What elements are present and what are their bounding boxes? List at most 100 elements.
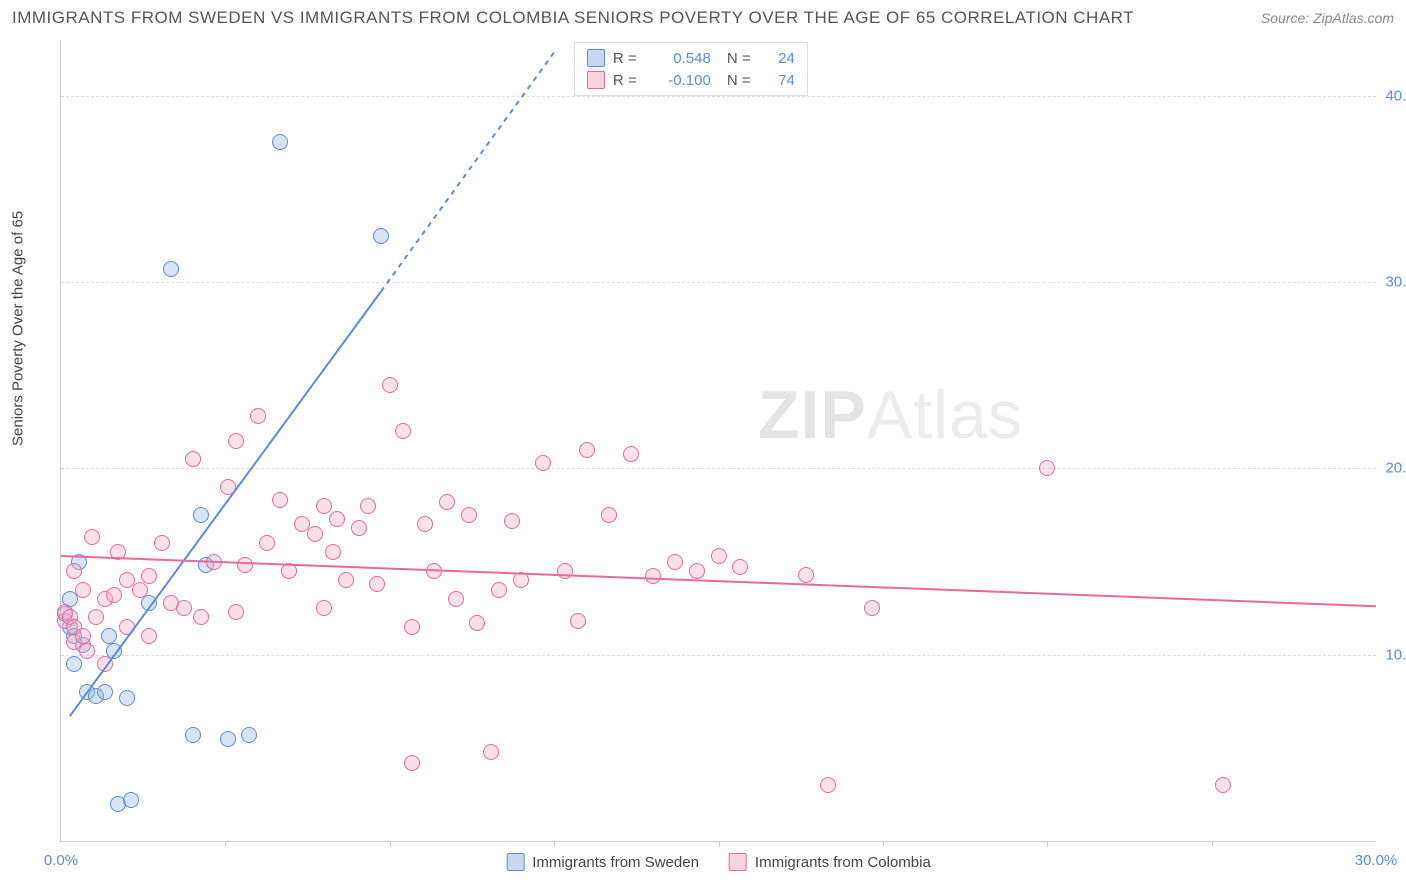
scatter-point [316, 600, 332, 616]
gridline-h [61, 282, 1376, 283]
scatter-point [329, 511, 345, 527]
gridline-h [61, 468, 1376, 469]
scatter-point [123, 792, 139, 808]
r-value-colombia: -0.100 [651, 72, 711, 89]
scatter-point [97, 656, 113, 672]
scatter-point [667, 554, 683, 570]
scatter-point [404, 755, 420, 771]
scatter-point [259, 535, 275, 551]
scatter-point [469, 615, 485, 631]
scatter-point [75, 628, 91, 644]
scatter-point [185, 727, 201, 743]
scatter-point [513, 572, 529, 588]
scatter-point [325, 544, 341, 560]
scatter-point [307, 526, 323, 542]
legend-row-sweden: R = 0.548 N = 24 [587, 47, 795, 69]
scatter-point [404, 619, 420, 635]
scatter-point [426, 563, 442, 579]
scatter-point [316, 498, 332, 514]
scatter-point [281, 563, 297, 579]
legend-swatch-blue [587, 49, 605, 67]
x-tick-mark [390, 841, 391, 847]
scatter-point [193, 609, 209, 625]
scatter-point [141, 568, 157, 584]
x-tick-label: 0.0% [44, 852, 78, 869]
x-tick-mark [1047, 841, 1048, 847]
scatter-point [689, 563, 705, 579]
scatter-point [79, 643, 95, 659]
scatter-point [106, 587, 122, 603]
scatter-point [417, 516, 433, 532]
scatter-point [504, 513, 520, 529]
x-tick-label: 30.0% [1355, 852, 1398, 869]
scatter-point [141, 628, 157, 644]
scatter-point [382, 377, 398, 393]
r-label: R = [613, 50, 643, 67]
x-tick-mark [719, 841, 720, 847]
scatter-point [570, 613, 586, 629]
y-tick-label: 30.0% [1385, 274, 1406, 291]
scatter-point [623, 446, 639, 462]
scatter-point [237, 557, 253, 573]
legend-series: Immigrants from Sweden Immigrants from C… [506, 853, 931, 871]
x-tick-mark [883, 841, 884, 847]
scatter-point [220, 731, 236, 747]
n-label: N = [727, 72, 757, 89]
r-label: R = [613, 72, 643, 89]
scatter-point [193, 507, 209, 523]
scatter-point [228, 433, 244, 449]
legend-item-colombia: Immigrants from Colombia [729, 853, 931, 871]
scatter-point [163, 261, 179, 277]
scatter-point [66, 563, 82, 579]
scatter-point [1215, 777, 1231, 793]
scatter-point [535, 455, 551, 471]
scatter-point [864, 600, 880, 616]
x-tick-mark [225, 841, 226, 847]
scatter-point [154, 535, 170, 551]
scatter-point [75, 582, 91, 598]
legend-correlation: R = 0.548 N = 24 R = -0.100 N = 74 [574, 42, 808, 96]
plot-area: ZIPAtlas R = 0.548 N = 24 R = -0.100 N =… [60, 40, 1376, 842]
y-tick-label: 20.0% [1385, 460, 1406, 477]
n-label: N = [727, 50, 757, 67]
source-label: Source: ZipAtlas.com [1261, 10, 1394, 26]
scatter-point [491, 582, 507, 598]
scatter-point [220, 479, 236, 495]
n-value-sweden: 24 [765, 50, 795, 67]
scatter-point [369, 576, 385, 592]
scatter-point [448, 591, 464, 607]
scatter-point [119, 619, 135, 635]
scatter-point [206, 554, 222, 570]
scatter-point [373, 228, 389, 244]
watermark: ZIPAtlas [758, 376, 1023, 454]
legend-label-colombia: Immigrants from Colombia [755, 854, 931, 871]
scatter-point [228, 604, 244, 620]
scatter-point [141, 595, 157, 611]
scatter-point [557, 563, 573, 579]
trend-line [381, 49, 556, 291]
scatter-point [119, 690, 135, 706]
scatter-point [66, 656, 82, 672]
gridline-h [61, 96, 1376, 97]
scatter-point [272, 134, 288, 150]
scatter-point [250, 408, 266, 424]
n-value-colombia: 74 [765, 72, 795, 89]
scatter-point [241, 727, 257, 743]
legend-swatch-blue [506, 853, 524, 871]
scatter-point [732, 559, 748, 575]
x-tick-mark [554, 841, 555, 847]
y-tick-label: 10.0% [1385, 646, 1406, 663]
scatter-point [798, 567, 814, 583]
x-tick-mark [1212, 841, 1213, 847]
scatter-point [84, 529, 100, 545]
scatter-point [579, 442, 595, 458]
scatter-point [395, 423, 411, 439]
scatter-point [101, 628, 117, 644]
chart-title: IMMIGRANTS FROM SWEDEN VS IMMIGRANTS FRO… [12, 8, 1134, 28]
scatter-point [711, 548, 727, 564]
gridline-h [61, 655, 1376, 656]
scatter-point [272, 492, 288, 508]
legend-swatch-pink [729, 853, 747, 871]
scatter-point [185, 451, 201, 467]
legend-row-colombia: R = -0.100 N = 74 [587, 69, 795, 91]
